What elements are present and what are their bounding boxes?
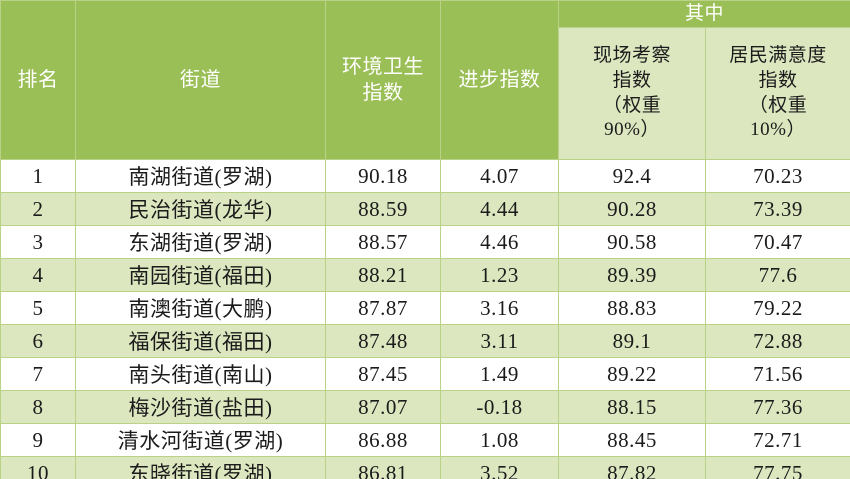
cell-progress-index: 3.52 xyxy=(440,456,559,479)
cell-site-inspection-index: 87.82 xyxy=(558,456,706,479)
cell-resident-satisfaction-index: 72.88 xyxy=(704,324,850,358)
column-header-rank-line-1: 排名 xyxy=(17,68,59,91)
cell-site-inspection-index: 92.4 xyxy=(558,159,706,193)
cell-env-index: 86.81 xyxy=(325,456,441,479)
cell-street: 南澳街道(大鹏) xyxy=(75,291,326,325)
column-header-resident-satisfaction-index-line-3: （权重 xyxy=(748,94,808,116)
cell-rank: 2 xyxy=(0,192,76,226)
column-header-site-inspection-index-line-2: 指数 xyxy=(612,69,652,91)
column-header-env-index-line-2: 指数 xyxy=(362,82,404,104)
cell-resident-satisfaction-index: 72.71 xyxy=(704,423,850,457)
cell-site-inspection-index: 89.1 xyxy=(558,324,706,358)
cell-street: 清水河街道(罗湖) xyxy=(75,423,326,457)
cell-resident-satisfaction-index: 70.47 xyxy=(704,225,850,259)
cell-site-inspection-index: 89.39 xyxy=(558,258,706,292)
table-body: 1 南湖街道(罗湖) 90.18 4.07 92.4 70.23 2 民治街道(龙华) 88.5… xyxy=(0,159,850,479)
cell-street: 南湖街道(罗湖) xyxy=(75,159,326,193)
cell-rank: 9 xyxy=(0,423,76,457)
cell-progress-index: 4.07 xyxy=(440,159,559,193)
cell-street: 东湖街道(罗湖) xyxy=(75,225,326,259)
cell-resident-satisfaction-index: 71.56 xyxy=(704,357,850,391)
column-header-street-line-1: 街道 xyxy=(180,68,221,91)
column-header-street: 街道 xyxy=(75,0,326,160)
table-row: 3 东湖街道(罗湖) 88.57 4.46 90.58 70.47 xyxy=(0,225,850,259)
cell-env-index: 87.87 xyxy=(325,291,441,325)
cell-street: 福保街道(福田) xyxy=(75,324,326,358)
cell-resident-satisfaction-index: 73.39 xyxy=(704,192,850,226)
column-header-resident-satisfaction-index-line-4: 10%） xyxy=(750,119,806,141)
cell-env-index: 87.48 xyxy=(325,324,441,358)
column-header-env-index-line-1: 环境卫生 xyxy=(342,55,424,78)
cell-site-inspection-index: 88.15 xyxy=(558,390,706,424)
cell-rank: 6 xyxy=(0,324,76,358)
cell-progress-index: 3.11 xyxy=(440,324,559,358)
header-sub-row: 现场考察 指数 （权重 90%） 居民满意度 指数 （权重 10%） xyxy=(1,27,850,160)
cell-rank: 3 xyxy=(0,225,76,259)
cell-progress-index: -0.18 xyxy=(440,390,559,424)
table-row: 6 福保街道(福田) 87.48 3.11 89.1 72.88 xyxy=(0,324,850,358)
cell-resident-satisfaction-index: 70.23 xyxy=(704,159,850,193)
cell-rank: 7 xyxy=(0,357,76,391)
column-header-progress-index: 进步指数 xyxy=(440,0,559,160)
table-header: 排名 街道 环境卫生 指数 进步指数 其中 现场考察 指数 （权重 xyxy=(0,0,850,160)
table-row: 8 梅沙街道(盐田) 87.07 -0.18 88.15 77.36 xyxy=(0,390,850,424)
cell-env-index: 88.57 xyxy=(325,225,441,259)
cell-env-index: 88.21 xyxy=(325,258,441,292)
cell-street: 南头街道(南山) xyxy=(75,357,326,391)
cell-resident-satisfaction-index: 77.75 xyxy=(704,456,850,479)
column-header-resident-satisfaction-index-line-1: 居民满意度 xyxy=(729,45,827,67)
header-group-row: 排名 街道 环境卫生 指数 进步指数 其中 xyxy=(0,0,850,160)
table-row: 1 南湖街道(罗湖) 90.18 4.07 92.4 70.23 xyxy=(0,159,850,193)
cell-progress-index: 1.23 xyxy=(440,258,559,292)
cell-rank: 1 xyxy=(0,159,76,193)
cell-env-index: 87.45 xyxy=(325,357,441,391)
column-header-progress-index-line-1: 进步指数 xyxy=(458,68,541,91)
cell-progress-index: 4.44 xyxy=(440,192,559,226)
column-header-resident-satisfaction-index: 居民满意度 指数 （权重 10%） xyxy=(704,27,850,160)
cell-env-index: 86.88 xyxy=(325,423,441,457)
cell-progress-index: 4.46 xyxy=(440,225,559,259)
column-header-site-inspection-index: 现场考察 指数 （权重 90%） xyxy=(558,27,706,160)
cell-rank: 4 xyxy=(0,258,76,292)
column-header-site-inspection-index-line-4: 90%） xyxy=(604,119,660,141)
table-row: 4 南园街道(福田) 88.21 1.23 89.39 77.6 xyxy=(0,258,850,292)
cell-resident-satisfaction-index: 77.36 xyxy=(704,390,850,424)
table-row: 10 东晓街道(罗湖) 86.81 3.52 87.82 77.75 xyxy=(0,456,850,479)
cell-street: 民治街道(龙华) xyxy=(75,192,326,226)
cell-progress-index: 1.49 xyxy=(440,357,559,391)
table-row: 9 清水河街道(罗湖) 86.88 1.08 88.45 72.71 xyxy=(0,423,850,457)
cell-rank: 10 xyxy=(0,456,76,479)
table-row: 5 南澳街道(大鹏) 87.87 3.16 88.83 79.22 xyxy=(0,291,850,325)
column-header-site-inspection-index-line-3: （权重 xyxy=(602,94,662,116)
cell-site-inspection-index: 88.83 xyxy=(558,291,706,325)
cell-rank: 8 xyxy=(0,390,76,424)
cell-env-index: 90.18 xyxy=(325,159,441,193)
cell-resident-satisfaction-index: 79.22 xyxy=(704,291,850,325)
cell-env-index: 88.59 xyxy=(325,192,441,226)
cell-rank: 5 xyxy=(0,291,76,325)
column-group-header-among-which: 其中 xyxy=(557,0,850,29)
cell-resident-satisfaction-index: 77.6 xyxy=(704,258,850,292)
cell-street: 南园街道(福田) xyxy=(75,258,326,292)
column-header-env-index: 环境卫生 指数 xyxy=(325,0,441,160)
column-header-rank: 排名 xyxy=(0,0,76,160)
cell-env-index: 87.07 xyxy=(325,390,441,424)
cell-site-inspection-index: 88.45 xyxy=(558,423,706,457)
cell-site-inspection-index: 89.22 xyxy=(558,357,706,391)
cell-site-inspection-index: 90.58 xyxy=(558,225,706,259)
column-header-resident-satisfaction-index-line-2: 指数 xyxy=(758,69,798,91)
cell-street: 梅沙街道(盐田) xyxy=(75,390,326,424)
column-header-site-inspection-index-line-1: 现场考察 xyxy=(592,45,671,67)
cell-progress-index: 3.16 xyxy=(440,291,559,325)
cell-street: 东晓街道(罗湖) xyxy=(75,456,326,479)
table-row: 7 南头街道(南山) 87.45 1.49 89.22 71.56 xyxy=(0,357,850,391)
cell-progress-index: 1.08 xyxy=(440,423,559,457)
table-row: 2 民治街道(龙华) 88.59 4.44 90.28 73.39 xyxy=(0,192,850,226)
cell-site-inspection-index: 90.28 xyxy=(558,192,706,226)
